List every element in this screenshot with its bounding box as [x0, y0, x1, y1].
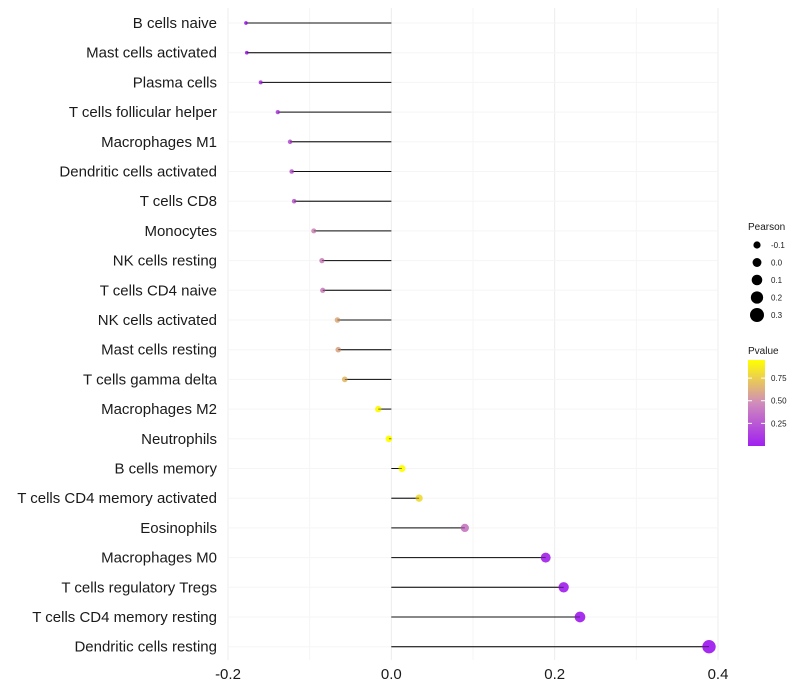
y-axis-labels: B cells naive Mast cells activated Plasma … — [17, 15, 217, 656]
x-tick-label: 0.2 — [544, 666, 565, 683]
size-legend-title: Pearson — [748, 222, 785, 233]
y-category-label: T cells CD4 memory resting — [32, 609, 217, 626]
y-category-label: Dendritic cells activated — [59, 164, 217, 181]
grid — [227, 8, 719, 660]
y-category-label: Dendritic cells resting — [74, 639, 217, 656]
colorbar-label: 0.50 — [771, 397, 787, 406]
y-category-label: Monocytes — [144, 223, 217, 240]
y-category-label: T cells CD8 — [140, 193, 217, 210]
y-category-label: NK cells activated — [98, 312, 217, 329]
x-tick-label: 0.0 — [381, 666, 402, 683]
pvalue-colorbar — [748, 360, 765, 446]
size-legend-dot — [751, 274, 763, 286]
size-legend-items: -0.1 0.0 0.1 0.2 0.3 — [750, 241, 785, 322]
y-category-label: Mast cells resting — [101, 342, 217, 359]
points — [244, 21, 716, 654]
color-legend-items: 0.75 0.50 0.25 — [748, 374, 787, 428]
y-category-label: T cells regulatory Tregs — [61, 579, 217, 596]
y-category-label: T cells CD4 memory activated — [17, 490, 217, 507]
size-legend-label: 0.3 — [771, 311, 783, 320]
x-tick-label: -0.2 — [215, 666, 241, 683]
y-category-label: B cells memory — [114, 461, 217, 478]
x-axis-ticks: -0.2 0.0 0.2 0.4 — [215, 666, 728, 683]
size-legend-dot — [750, 308, 764, 322]
y-category-label: T cells gamma delta — [83, 371, 218, 388]
color-legend-title: Pvalue — [748, 346, 779, 357]
y-category-label: Eosinophils — [140, 520, 217, 537]
size-legend-dot — [753, 241, 761, 249]
size-legend-label: 0.2 — [771, 294, 783, 303]
y-category-label: Macrophages M0 — [101, 550, 217, 567]
size-legend-dot — [752, 258, 762, 267]
y-category-label: Plasma cells — [133, 74, 217, 91]
size-legend: Pearson -0.1 0.0 0.1 0.2 0.3 — [748, 222, 785, 322]
y-category-label: T cells CD4 naive — [100, 282, 217, 299]
x-tick-label: 0.4 — [708, 666, 729, 683]
color-legend: Pvalue 0.75 0.50 0.25 — [748, 346, 787, 446]
y-category-label: Macrophages M1 — [101, 134, 217, 151]
lollipop-point — [244, 21, 248, 25]
colorbar-label: 0.75 — [771, 374, 787, 383]
y-category-label: Mast cells activated — [86, 45, 217, 62]
stems — [245, 22, 710, 648]
y-category-label: T cells follicular helper — [69, 104, 217, 121]
size-legend-dot — [750, 291, 764, 304]
y-category-label: Macrophages M2 — [101, 401, 217, 418]
y-category-label: NK cells resting — [113, 253, 217, 270]
size-legend-label: 0.0 — [771, 259, 783, 268]
y-category-label: Neutrophils — [141, 431, 217, 448]
size-legend-label: 0.1 — [771, 276, 783, 285]
y-category-label: B cells naive — [133, 15, 217, 32]
colorbar-label: 0.25 — [771, 419, 787, 428]
size-legend-label: -0.1 — [771, 241, 785, 250]
